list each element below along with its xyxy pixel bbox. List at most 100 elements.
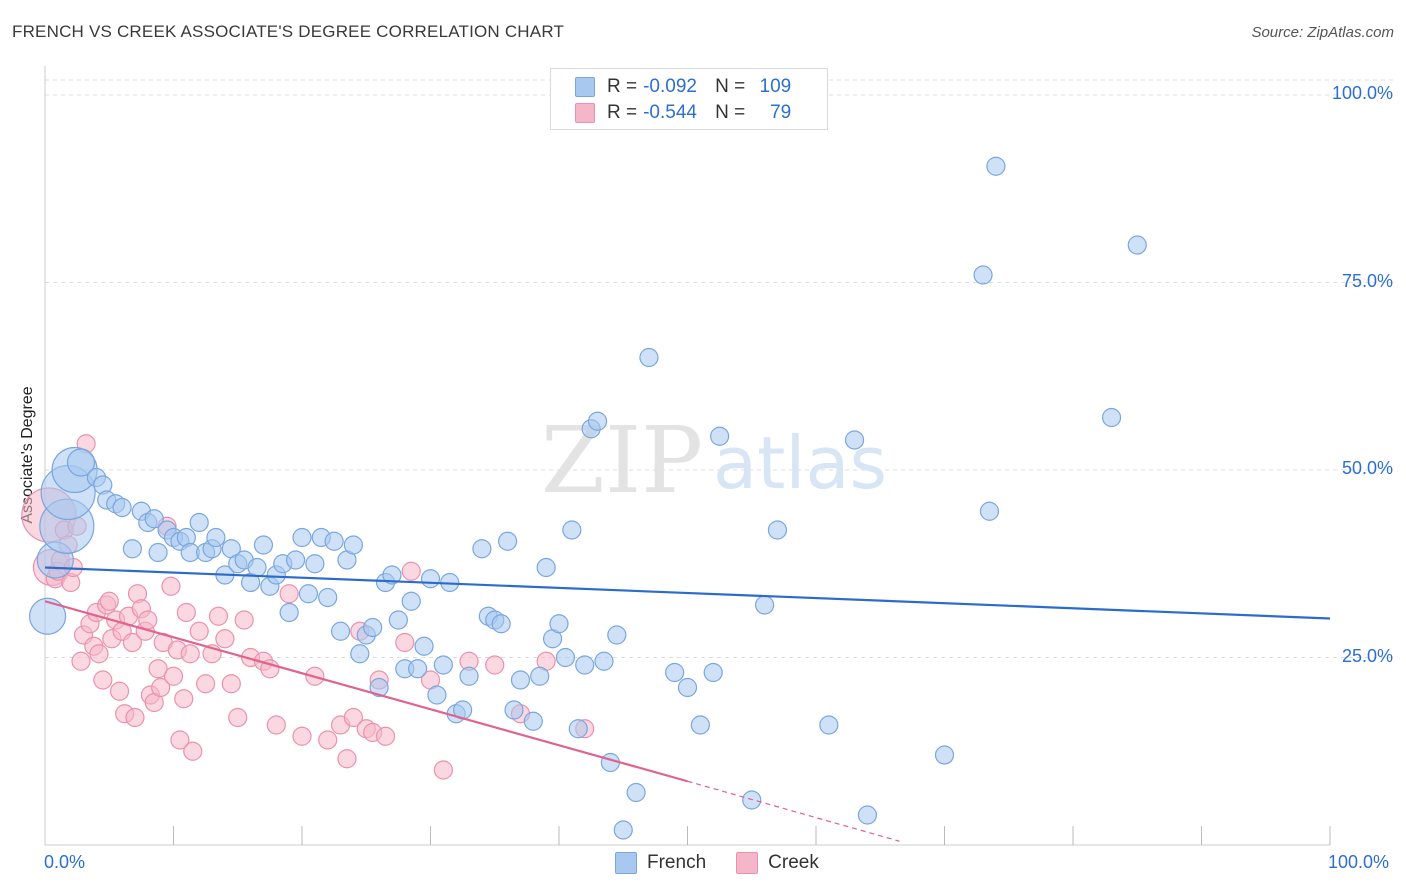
creek-point [174, 689, 194, 709]
french-point [767, 520, 788, 540]
french-point [562, 520, 582, 540]
creek-point [221, 674, 241, 694]
french-point [754, 595, 775, 615]
french-point [66, 448, 96, 477]
french-point [459, 666, 479, 686]
creek-point [279, 584, 299, 604]
creek-point [122, 632, 142, 653]
french-point [363, 617, 383, 638]
legend-item-french[interactable]: French [615, 852, 706, 874]
creek-point [89, 644, 109, 664]
creek-point [433, 760, 453, 780]
french-point [1101, 407, 1122, 428]
legend-row-creek: R = -0.544 N = 79 [575, 101, 791, 125]
french-point [523, 711, 543, 731]
french-point [710, 426, 730, 446]
creek-point [485, 655, 505, 675]
french-point [844, 430, 865, 450]
french-point [510, 670, 531, 690]
axes [44, 66, 1331, 846]
legend-label-french: French [647, 852, 707, 873]
french-point [491, 614, 511, 634]
creek-trend-line [44, 600, 688, 783]
french-point [555, 647, 576, 668]
french-point [536, 557, 556, 578]
french-point [934, 745, 955, 765]
r-value-french: -0.092 [643, 76, 697, 97]
french-point [549, 614, 569, 634]
french-point [986, 156, 1006, 176]
creek-point [228, 707, 248, 728]
creek-point [109, 681, 130, 701]
french-points [28, 156, 1147, 840]
creek-point [138, 610, 158, 630]
french-point [1127, 235, 1147, 255]
creek-point [180, 644, 200, 664]
y-tick-label: 75.0% [1341, 270, 1393, 291]
creek-point [170, 730, 190, 750]
legend-label-creek: Creek [768, 852, 819, 873]
french-point [427, 685, 447, 705]
creek-point [260, 659, 280, 679]
french-point [285, 550, 306, 570]
watermark-zip: ZIP [541, 407, 703, 514]
french-point [401, 591, 421, 611]
trend-lines [44, 566, 1331, 842]
french-point [607, 625, 627, 645]
creek-point [189, 621, 209, 641]
french-point [112, 497, 132, 518]
creek-point [176, 602, 196, 623]
series-legend: French Creek [615, 852, 849, 874]
creek-point [343, 707, 363, 728]
french-point [148, 542, 168, 563]
creek-point [395, 632, 415, 653]
creek-swatch [575, 103, 595, 123]
french-point [575, 655, 595, 675]
french-point [703, 662, 723, 683]
french-point [626, 782, 646, 803]
correlation-legend: R = -0.092 N = 109 R = -0.544 N = 79 [550, 68, 828, 130]
french-point [122, 539, 142, 559]
french-point [369, 677, 389, 698]
creek-point [215, 629, 235, 649]
french-point [388, 610, 408, 630]
french-point [690, 715, 710, 735]
y-tick-label: 100.0% [1331, 83, 1393, 103]
french-point [343, 535, 363, 555]
creek-point [401, 561, 421, 581]
x-tick-label-max: 100.0% [1328, 852, 1390, 872]
french-point [382, 565, 402, 585]
french-point [979, 501, 1000, 521]
french-point [665, 662, 685, 683]
r-label: R = [607, 102, 638, 123]
r-value-creek: -0.544 [643, 102, 697, 123]
creek-point [163, 666, 184, 686]
french-point [408, 659, 428, 679]
french-point [350, 644, 370, 664]
grid-lines [45, 79, 1395, 658]
creek-point [71, 651, 91, 671]
creek-point [148, 659, 168, 679]
creek-point [161, 576, 181, 596]
r-label: R = [607, 76, 638, 97]
french-swatch [615, 852, 637, 874]
creek-point [151, 677, 171, 698]
french-point [530, 666, 550, 686]
french-point [472, 539, 492, 559]
french-point [857, 805, 878, 825]
legend-item-creek[interactable]: Creek [736, 852, 819, 874]
french-point [433, 655, 453, 675]
creek-point [375, 726, 396, 746]
creek-trend-extension [687, 780, 900, 842]
n-value-french: 109 [759, 76, 792, 97]
french-point [677, 677, 698, 698]
french-point [206, 527, 226, 548]
french-point [247, 557, 267, 578]
french-point [279, 602, 299, 623]
creek-point [234, 610, 254, 630]
creek-point [93, 670, 113, 690]
creek-point [337, 749, 357, 769]
french-point [504, 700, 524, 720]
french-point [613, 820, 633, 840]
